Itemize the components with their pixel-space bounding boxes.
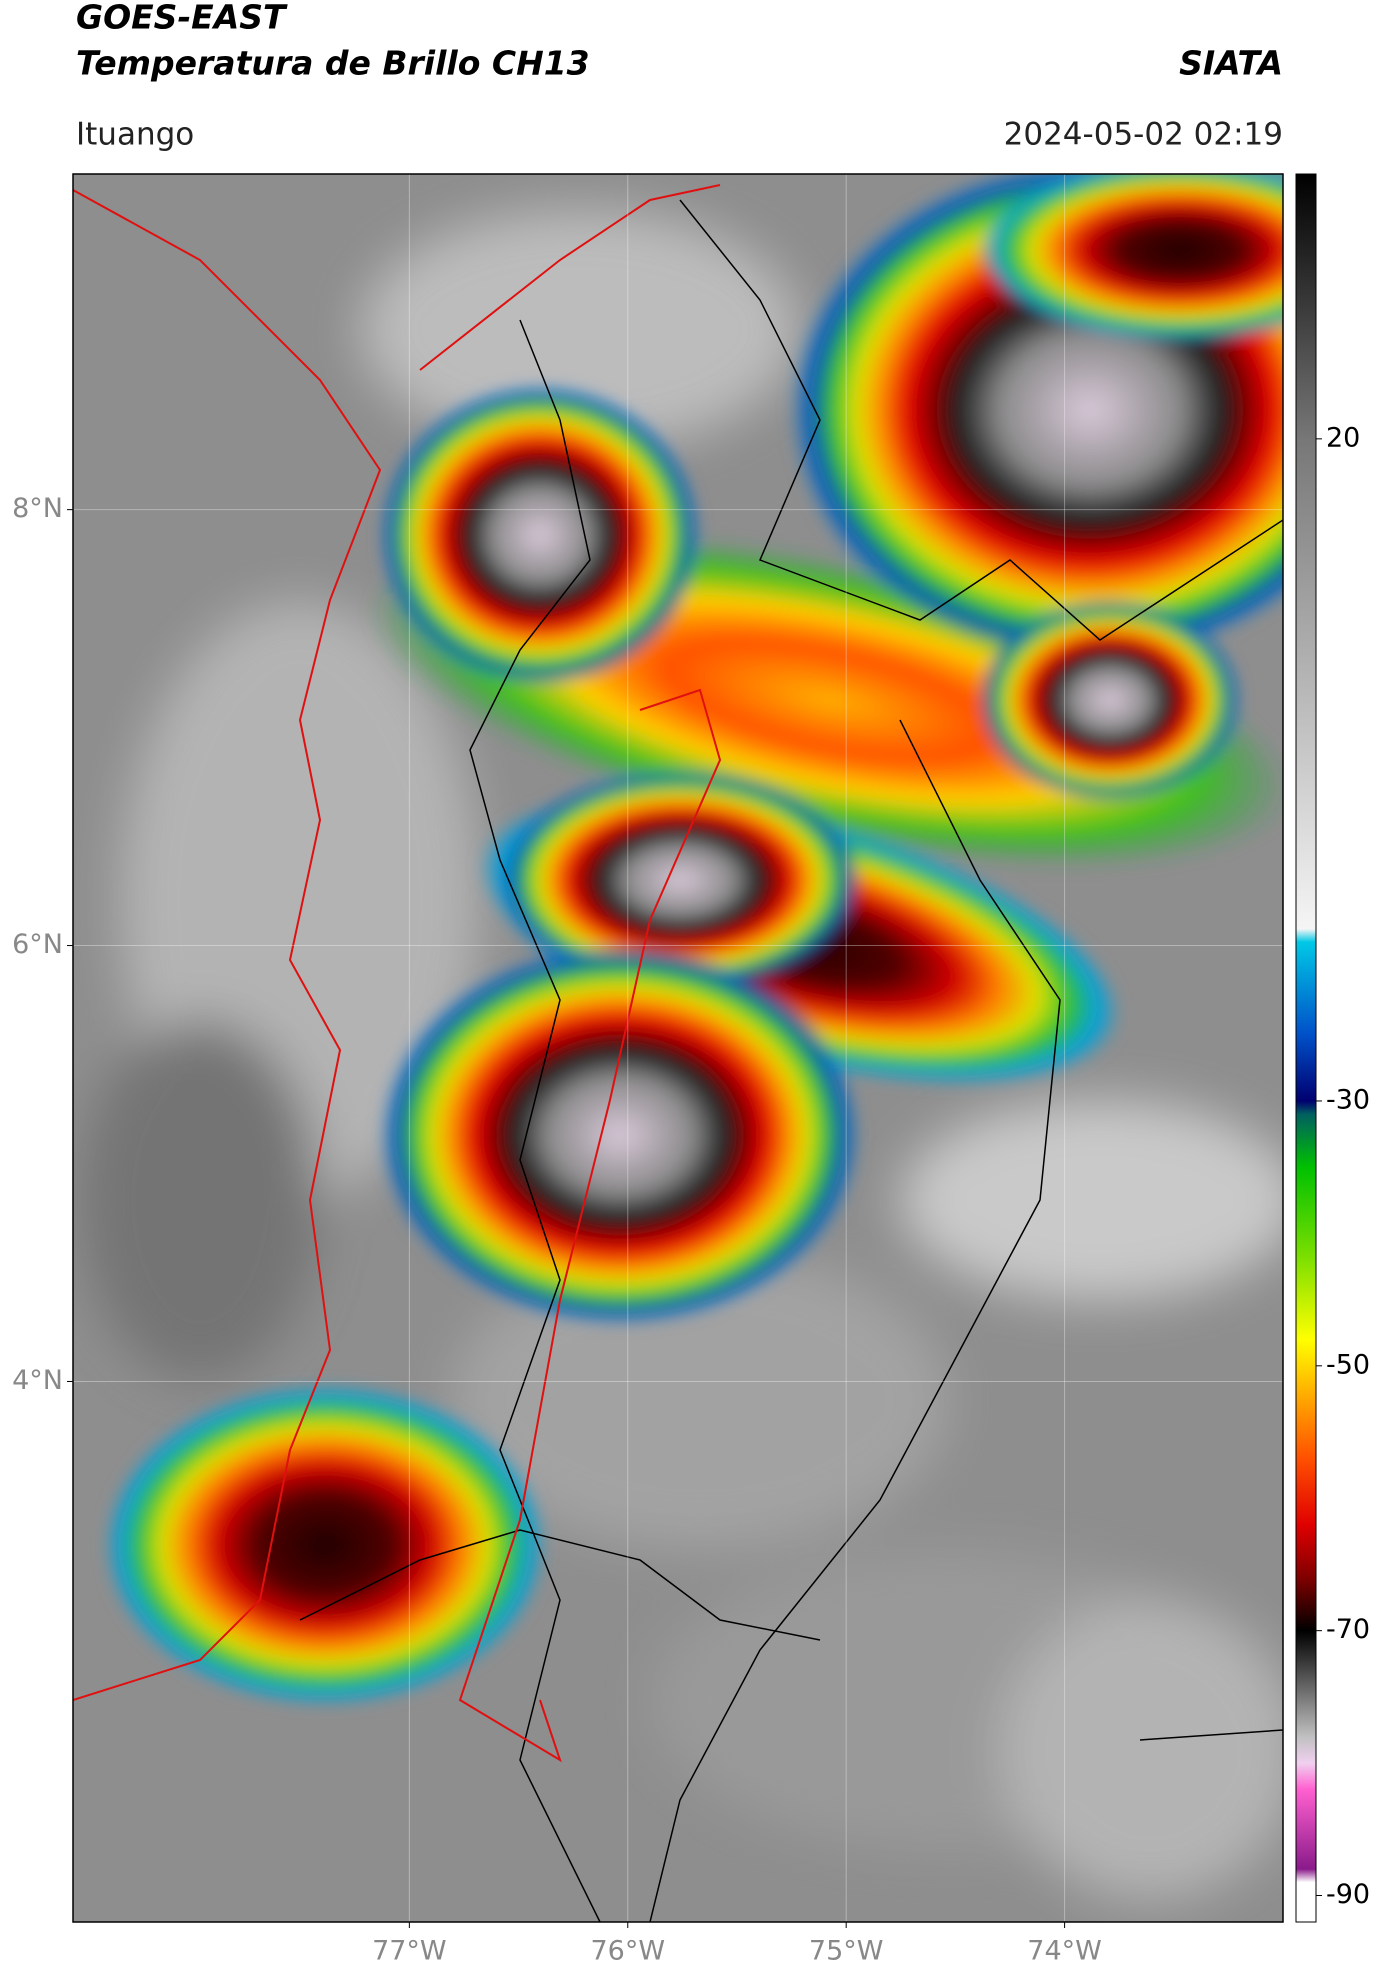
colorbar-tick-label: -50 [1326, 1349, 1370, 1380]
colorbar-tick-label: -70 [1326, 1614, 1370, 1645]
colorbar-tick-label: 20 [1326, 422, 1360, 453]
satellite-image [73, 174, 1283, 1922]
x-tick-label: 76°W [590, 1936, 665, 1967]
x-tick-label: 77°W [372, 1936, 447, 1967]
title: GOES-EAST [76, 0, 288, 37]
datetime: 2024-05-02 02:19 [1004, 117, 1283, 153]
y-tick-label: 6°N [12, 929, 63, 960]
source: SIATA [1179, 44, 1283, 83]
colorbar-tick-label: -30 [1326, 1084, 1370, 1115]
y-tick-label: 8°N [12, 493, 63, 524]
x-tick-label: 75°W [809, 1936, 884, 1967]
colorbar [1295, 173, 1317, 1923]
location: Ituango [76, 117, 194, 153]
map-frame [72, 173, 1284, 1923]
subtitle: Temperatura de Brillo CH13 [76, 44, 590, 83]
colorbar-tick-label: -90 [1326, 1879, 1370, 1910]
y-tick-label: 4°N [12, 1365, 63, 1396]
x-tick-label: 74°W [1027, 1936, 1102, 1967]
